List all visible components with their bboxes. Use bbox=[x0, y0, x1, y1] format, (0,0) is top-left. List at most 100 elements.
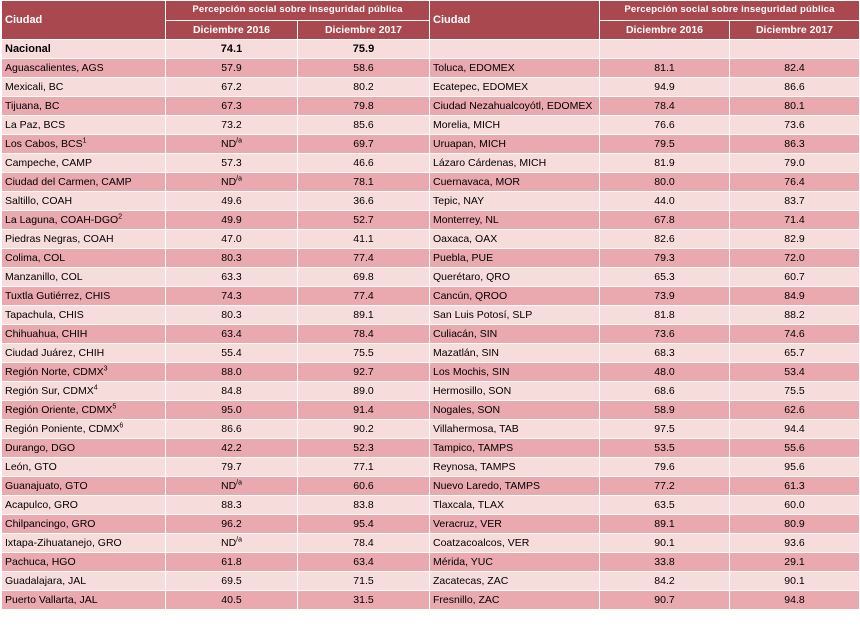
table-row: Tijuana, BC 67.3 79.8 Ciudad Nezahualcoyótl… bbox=[1, 96, 860, 116]
value-2016-right-text: 73.6 bbox=[654, 328, 675, 340]
city-name-right: Fresnillo, ZAC bbox=[429, 590, 600, 610]
city-name-left-text: Durango, DGO bbox=[5, 442, 76, 454]
value-2016-right: 58.9 bbox=[599, 400, 730, 420]
value-2016-right: 33.8 bbox=[599, 552, 730, 572]
city-name-left-text: Tijuana, BC bbox=[5, 100, 60, 112]
national-name: Nacional bbox=[1, 39, 166, 59]
value-2017-left-text: 83.8 bbox=[353, 499, 374, 511]
col-2017-header-right: Diciembre 2017 bbox=[729, 19, 860, 40]
value-2016-right-text: 58.9 bbox=[654, 404, 675, 416]
value-2017-left-text: 85.6 bbox=[353, 119, 374, 131]
value-2016-left: 67.2 bbox=[165, 77, 298, 97]
value-2016-left-text: 86.6 bbox=[221, 423, 242, 435]
city-name-left-text: Los Cabos, BCS bbox=[5, 138, 83, 150]
city-name-left: La Laguna, COAH-DGO2 bbox=[1, 210, 166, 230]
value-2016-right: 79.3 bbox=[599, 248, 730, 268]
value-2016-right: 65.3 bbox=[599, 267, 730, 287]
value-2017-right: 80.9 bbox=[729, 514, 860, 534]
value-2017-left: 89.0 bbox=[297, 381, 430, 401]
city-name-right: Culiacán, SIN bbox=[429, 324, 600, 344]
table-row: Acapulco, GRO 88.3 83.8 Tlaxcala, TLAX 63.5 6… bbox=[1, 495, 860, 515]
city-name-right: Los Mochis, SIN bbox=[429, 362, 600, 382]
value-2017-right-text: 75.5 bbox=[784, 385, 805, 397]
value-2016-right-text: 63.5 bbox=[654, 499, 675, 511]
value-2016-right: 63.5 bbox=[599, 495, 730, 515]
value-2016-right: 76.6 bbox=[599, 115, 730, 135]
footnote-marker: /a bbox=[236, 137, 242, 145]
city-name-left: Durango, DGO bbox=[1, 438, 166, 458]
value-2017-right-text: 94.8 bbox=[784, 594, 805, 606]
city-name-right: Tepic, NAY bbox=[429, 191, 600, 211]
value-2016-left: ND/a bbox=[165, 476, 298, 496]
value-2016-left-text: 57.9 bbox=[221, 62, 242, 74]
city-name-left-text: Pachuca, HGO bbox=[5, 556, 76, 568]
city-name-left: Región Oriente, CDMX5 bbox=[1, 400, 166, 420]
value-2017-right: 90.1 bbox=[729, 571, 860, 591]
city-name-left: Tapachula, CHIS bbox=[1, 305, 166, 325]
city-name-left: Región Sur, CDMX4 bbox=[1, 381, 166, 401]
value-2016-left-text: 96.2 bbox=[221, 518, 242, 530]
city-name-right: Tampico, TAMPS bbox=[429, 438, 600, 458]
city-name-left: Tuxtla Gutiérrez, CHIS bbox=[1, 286, 166, 306]
value-2017-left: 31.5 bbox=[297, 590, 430, 610]
footnote-marker: 1 bbox=[82, 137, 87, 145]
table-row: Tapachula, CHIS 80.3 89.1 San Luis Potosí, … bbox=[1, 305, 860, 325]
value-2017-right-text: 82.4 bbox=[784, 62, 805, 74]
footnote-marker: /a bbox=[236, 536, 242, 544]
value-2017-right-text: 80.1 bbox=[784, 100, 805, 112]
footnote-marker: 5 bbox=[112, 403, 117, 411]
national-value-2016: 74.1 bbox=[165, 39, 298, 59]
value-2017-right: 95.6 bbox=[729, 457, 860, 477]
value-2017-right-text: 82.9 bbox=[784, 233, 805, 245]
value-2016-left: 80.3 bbox=[165, 305, 298, 325]
value-2017-right: 94.8 bbox=[729, 590, 860, 610]
city-name-right: Hermosillo, SON bbox=[429, 381, 600, 401]
value-2016-right: 53.5 bbox=[599, 438, 730, 458]
city-name-left: Piedras Negras, COAH bbox=[1, 229, 166, 249]
city-name-right-text: San Luis Potosí, SLP bbox=[433, 309, 533, 321]
value-2016-left: 42.2 bbox=[165, 438, 298, 458]
value-2016-right-text: 33.8 bbox=[654, 556, 675, 568]
value-2016-right: 82.6 bbox=[599, 229, 730, 249]
national-row: Nacional 74.1 75.9 bbox=[1, 39, 860, 59]
value-2016-right: 81.1 bbox=[599, 58, 730, 78]
city-name-right-text: Ciudad Nezahualcoyótl, EDOMEX bbox=[433, 100, 593, 112]
table-row: Región Oriente, CDMX5 95.0 91.4 Nogales, SO… bbox=[1, 400, 860, 420]
city-name-right-text: Coatzacoalcos, VER bbox=[433, 537, 530, 549]
city-name-right-text: Cuernavaca, MOR bbox=[433, 176, 520, 188]
value-2017-left: 75.5 bbox=[297, 343, 430, 363]
city-name-left: Ixtapa-Zihuatanejo, GRO bbox=[1, 533, 166, 553]
value-2016-left-text: 88.0 bbox=[221, 366, 242, 378]
city-name-left-text: Guanajuato, GTO bbox=[5, 480, 88, 492]
value-2017-right-text: 84.9 bbox=[784, 290, 805, 302]
city-name-left: Ciudad del Carmen, CAMP bbox=[1, 172, 166, 192]
city-name-right-text: Nuevo Laredo, TAMPS bbox=[433, 480, 540, 492]
city-name-left-text: León, GTO bbox=[5, 461, 57, 473]
value-2016-right: 80.0 bbox=[599, 172, 730, 192]
value-2016-left-text: 42.2 bbox=[221, 442, 242, 454]
city-name-left: Tijuana, BC bbox=[1, 96, 166, 116]
national-value-2017: 75.9 bbox=[297, 39, 430, 59]
value-2016-left-text: 49.9 bbox=[221, 214, 242, 226]
value-2017-left-text: 63.4 bbox=[353, 556, 374, 568]
value-2016-left: 57.9 bbox=[165, 58, 298, 78]
value-2017-right-text: 88.2 bbox=[784, 309, 805, 321]
value-2016-left: 88.0 bbox=[165, 362, 298, 382]
table-row: Colima, COL 80.3 77.4 Puebla, PUE 79.3 72.0 bbox=[1, 248, 860, 268]
value-2016-left: 74.3 bbox=[165, 286, 298, 306]
city-name-right: Reynosa, TAMPS bbox=[429, 457, 600, 477]
city-name-right-text: Puebla, PUE bbox=[433, 252, 494, 264]
table-row: Manzanillo, COL 63.3 69.8 Querétaro, QRO 65.… bbox=[1, 267, 860, 287]
value-2016-right: 68.6 bbox=[599, 381, 730, 401]
footnote-marker: 3 bbox=[103, 365, 108, 373]
value-2016-left-text: 49.6 bbox=[221, 195, 242, 207]
city-name-right: Puebla, PUE bbox=[429, 248, 600, 268]
value-2017-left: 85.6 bbox=[297, 115, 430, 135]
city-name-left: Campeche, CAMP bbox=[1, 153, 166, 173]
value-2017-right-text: 73.6 bbox=[784, 119, 805, 131]
value-2017-right: 76.4 bbox=[729, 172, 860, 192]
value-2017-left: 92.7 bbox=[297, 362, 430, 382]
value-2017-left-text: 52.3 bbox=[353, 442, 374, 454]
value-2016-right: 79.5 bbox=[599, 134, 730, 154]
